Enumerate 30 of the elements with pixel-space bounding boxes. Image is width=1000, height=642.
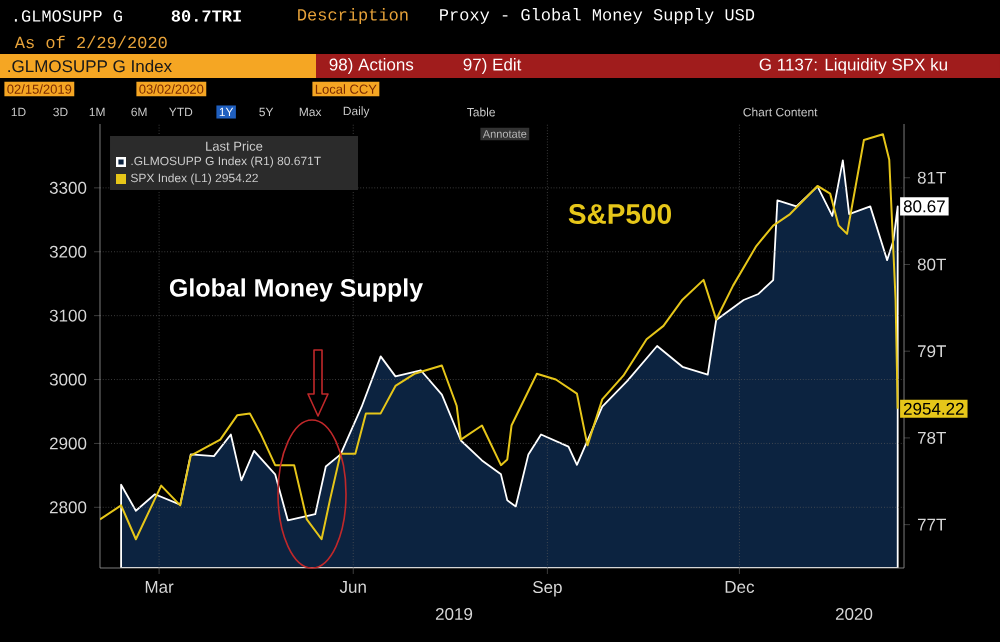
x-tick-label: Sep: [533, 581, 562, 597]
text: 98) Actions: [329, 58, 414, 74]
y2-tick-label: 79T: [917, 345, 946, 358]
text: As of 2/29/2020: [14, 35, 167, 49]
data-label: 2954.22: [903, 402, 964, 415]
y2-tick-label: 81T: [917, 171, 946, 184]
annotation: Global Money Supply: [169, 278, 423, 302]
text: 2019: [435, 607, 473, 621]
y-tick-label: 3300: [49, 181, 87, 194]
x-tick-label: Jun: [339, 581, 366, 593]
y-tick-label: 2800: [49, 501, 87, 514]
data-label: 80.67: [903, 200, 945, 213]
x-tick-label: Dec: [725, 581, 755, 593]
y-tick-label: 3000: [49, 373, 87, 386]
y2-tick-label: 80T: [917, 258, 946, 271]
y-tick-label: 3100: [49, 309, 87, 322]
y-tick-label: 3200: [49, 245, 87, 258]
text: Description: [298, 8, 408, 24]
y2-tick-label: 78T: [917, 431, 946, 444]
y2-tick-label: 77T: [917, 518, 946, 531]
y-tick-label: 2900: [49, 437, 87, 450]
text: Proxy - Global Money Supply USD: [440, 8, 755, 24]
text: 97) Edit: [463, 58, 522, 74]
text: 80.7TRI: [171, 10, 241, 22]
text: G 1137: Liquidity SPX ku: [759, 58, 947, 74]
text: .GLMOSUPP G Index: [8, 59, 172, 73]
x-tick-label: Mar: [145, 581, 174, 593]
annotation: S&P500: [568, 204, 671, 224]
text: .GLMOSUPP G: [14, 10, 122, 22]
text: 2020: [835, 607, 873, 621]
